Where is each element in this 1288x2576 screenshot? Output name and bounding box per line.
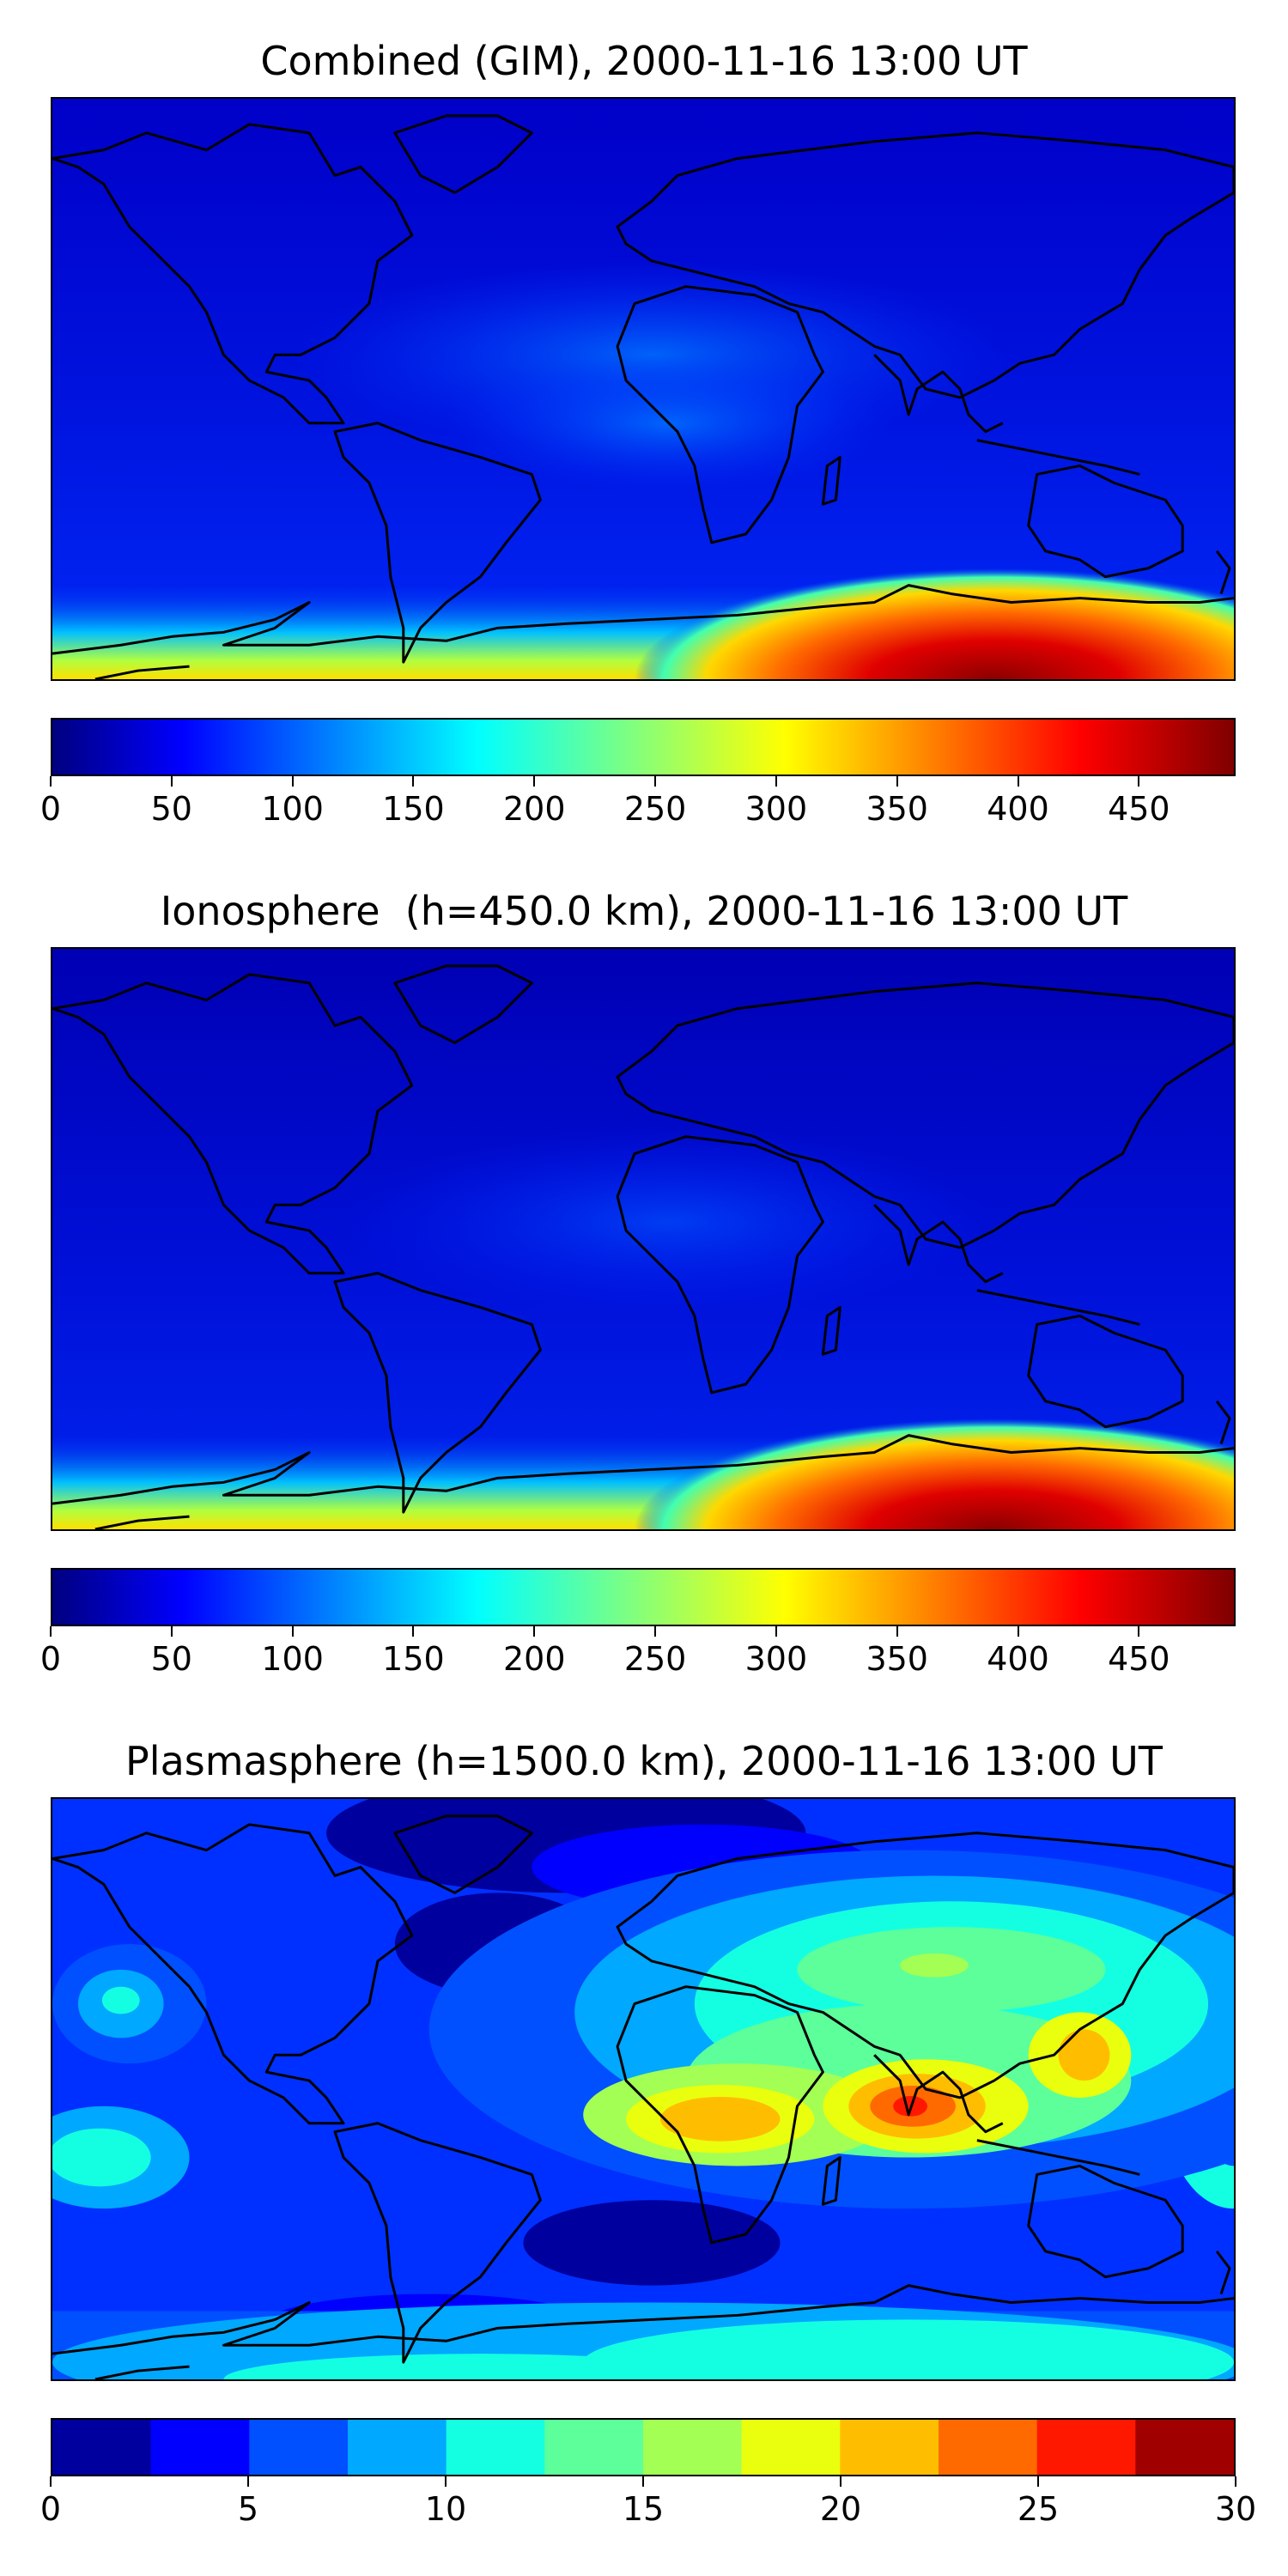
colorbar-tick-mark: [247, 2476, 249, 2487]
colorbar-tick-mark: [775, 776, 777, 787]
colorbar-segment: [643, 2420, 743, 2475]
colorbar-tick-mark: [654, 1626, 657, 1637]
colorbar-tick-mark: [533, 1626, 536, 1637]
colorbar-tick-mark: [412, 1626, 415, 1637]
colorbar-tick-label: 30: [1214, 2490, 1257, 2528]
colorbar-tick-label: 150: [382, 790, 445, 828]
colorbar-segment: [840, 2420, 939, 2475]
colorbar-ticks-combined: 0 50 100 150 200 250 300 350 400 450: [0, 776, 1288, 828]
colorbar-tick-label: 350: [866, 1640, 928, 1678]
colorbar-tick-label: 400: [987, 790, 1049, 828]
colorbar-tick-mark: [1138, 1626, 1140, 1637]
colorbar-tick-mark: [50, 2476, 52, 2487]
colorbar-tick-label: 25: [1017, 2490, 1060, 2528]
colorbar-tick-mark: [775, 1626, 777, 1637]
colorbar-tick-mark: [654, 776, 657, 787]
colorbar-segment: [1036, 2420, 1136, 2475]
colorbar-tick-label: 5: [237, 2490, 259, 2528]
colorbar-tick-mark: [170, 776, 173, 787]
colorbar-tick-label: 450: [1108, 1640, 1170, 1678]
colorbar-tick-label: 0: [39, 790, 62, 828]
colorbar-segment: [52, 2420, 152, 2475]
colorbar-tick-mark: [291, 776, 294, 787]
colorbar-tick-mark: [1138, 776, 1140, 787]
colorbar-segment: [741, 2420, 841, 2475]
panel-title: Plasmasphere (h=1500.0 km), 2000-11-16 1…: [125, 1738, 1163, 1784]
colorbar-tick-mark: [1017, 776, 1019, 787]
map-combined: [51, 97, 1236, 681]
panel-title: Ionosphere (h=450.0 km), 2000-11-16 13:0…: [160, 888, 1128, 934]
colorbar-combined: [51, 718, 1236, 776]
colorbar-tick-label: 250: [623, 1640, 687, 1678]
colorbar-segment: [150, 2420, 250, 2475]
colorbar-tick-label: 300: [744, 790, 808, 828]
colorbar-tick-label: 450: [1108, 790, 1170, 828]
colorbar-tick-mark: [1037, 2476, 1039, 2487]
colorbar-tick-mark: [50, 776, 52, 787]
colorbar-tick-label: 15: [622, 2490, 665, 2528]
colorbar-segment: [1135, 2420, 1234, 2475]
colorbar-tick-label: 0: [39, 1640, 62, 1678]
colorbar-tick-label: 0: [39, 2490, 62, 2528]
colorbar-ticks-ionosphere: 0 50 100 150 200 250 300 350 400 450: [0, 1626, 1288, 1678]
colorbar-tick-mark: [896, 1626, 898, 1637]
colorbar-ionosphere: [51, 1568, 1236, 1626]
colorbar-tick-label: 200: [502, 1640, 566, 1678]
panel-title: Combined (GIM), 2000-11-16 13:00 UT: [260, 38, 1028, 84]
colorbar-tick-mark: [445, 2476, 447, 2487]
colorbar-segment: [348, 2420, 447, 2475]
colorbar-segment: [544, 2420, 644, 2475]
colorbar-tick-label: 350: [866, 790, 928, 828]
colorbar-tick-mark: [642, 2476, 644, 2487]
colorbar-tick-label: 250: [623, 790, 687, 828]
colorbar-tick-label: 300: [744, 1640, 808, 1678]
colorbar-plasmasphere: [51, 2418, 1236, 2476]
colorbar-tick-mark: [533, 776, 536, 787]
colorbar-segment: [939, 2420, 1038, 2475]
colorbar-tick-label: 100: [261, 790, 324, 828]
colorbar-tick-label: 400: [987, 1640, 1049, 1678]
colorbar-tick-label: 100: [261, 1640, 324, 1678]
colorbar-tick-label: 10: [424, 2490, 467, 2528]
colorbar-tick-label: 200: [502, 790, 566, 828]
colorbar-tick-mark: [170, 1626, 173, 1637]
colorbar-tick-label: 20: [819, 2490, 862, 2528]
colorbar-tick-mark: [840, 2476, 841, 2487]
colorbar-segment: [446, 2420, 545, 2475]
colorbar-tick-mark: [50, 1626, 52, 1637]
colorbar-segment: [249, 2420, 349, 2475]
colorbar-tick-mark: [1017, 1626, 1019, 1637]
colorbar-tick-mark: [291, 1626, 294, 1637]
colorbar-tick-mark: [896, 776, 898, 787]
colorbar-tick-label: 50: [150, 790, 192, 828]
colorbar-tick-label: 150: [382, 1640, 445, 1678]
map-plasmasphere: [51, 1797, 1236, 2381]
map-ionosphere: [51, 947, 1236, 1531]
colorbar-tick-mark: [412, 776, 415, 787]
colorbar-tick-label: 50: [150, 1640, 192, 1678]
colorbar-ticks-plasmasphere: 0 5 10 15 20 25 30: [0, 2476, 1288, 2528]
colorbar-tick-mark: [1235, 2476, 1236, 2487]
